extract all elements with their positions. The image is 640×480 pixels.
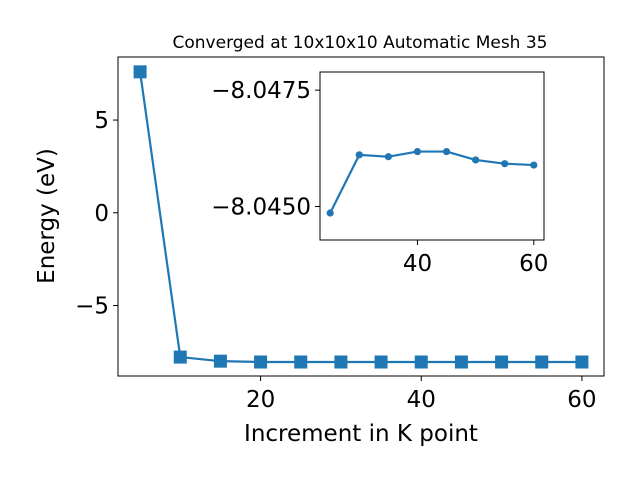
main-data-point [575,355,589,369]
y-axis-label: Energy (eV) [34,148,60,284]
inset-x-tick-label: 40 [403,251,432,277]
main-x-tick-label: 20 [246,387,275,413]
inset-series [326,147,538,217]
inset-plot-frame [319,71,545,241]
main-y-tick-label: 5 [94,108,109,134]
main-x-ticks: 20 40 60 [246,376,597,413]
inset-x-tick-label: 60 [519,251,548,277]
chart-title: Converged at 10x10x10 Automatic Mesh 35 [173,33,548,53]
main-data-point [454,355,468,369]
inset-x-ticks: 40 60 [403,240,548,277]
main-y-ticks: −5 0 5 [75,108,118,320]
x-axis-label: Increment in K point [244,421,478,447]
main-x-tick-label: 60 [567,387,596,413]
inset-data-point [355,151,363,159]
inset-y-tick-label: −8.0450 [211,194,311,220]
main-data-point [414,355,428,369]
inset-data-point [501,160,509,168]
main-series [133,65,589,369]
main-data-point [173,350,187,364]
main-plot: 20 40 60 −5 0 5 Increment in K point Energy … [34,56,605,447]
main-data-point [334,355,348,369]
main-x-tick-label: 40 [407,387,436,413]
main-data-point [294,355,308,369]
inset-data-point [472,156,480,164]
inset-data-point [442,147,451,156]
inset-y-ticks: −8.0450 −8.0475 [211,78,320,220]
inset-data-point [413,147,422,156]
main-data-point [213,354,227,368]
main-data-point [535,355,549,369]
main-data-point [495,355,509,369]
inset-plot: 40 60 −8.0450 −8.0475 [211,71,548,277]
main-series-line [139,71,582,364]
main-data-point [254,355,268,369]
main-data-point [133,65,147,79]
inset-data-point [326,209,334,217]
inset-background [320,72,544,240]
main-data-point [374,355,388,369]
inset-data-point [530,161,538,169]
main-plot-frame [117,56,605,377]
main-y-tick-label: 0 [94,201,109,227]
inset-data-point [384,153,392,161]
main-y-tick-label: −5 [75,294,109,320]
inset-series-line [329,150,534,214]
inset-y-tick-label: −8.0475 [211,78,311,104]
